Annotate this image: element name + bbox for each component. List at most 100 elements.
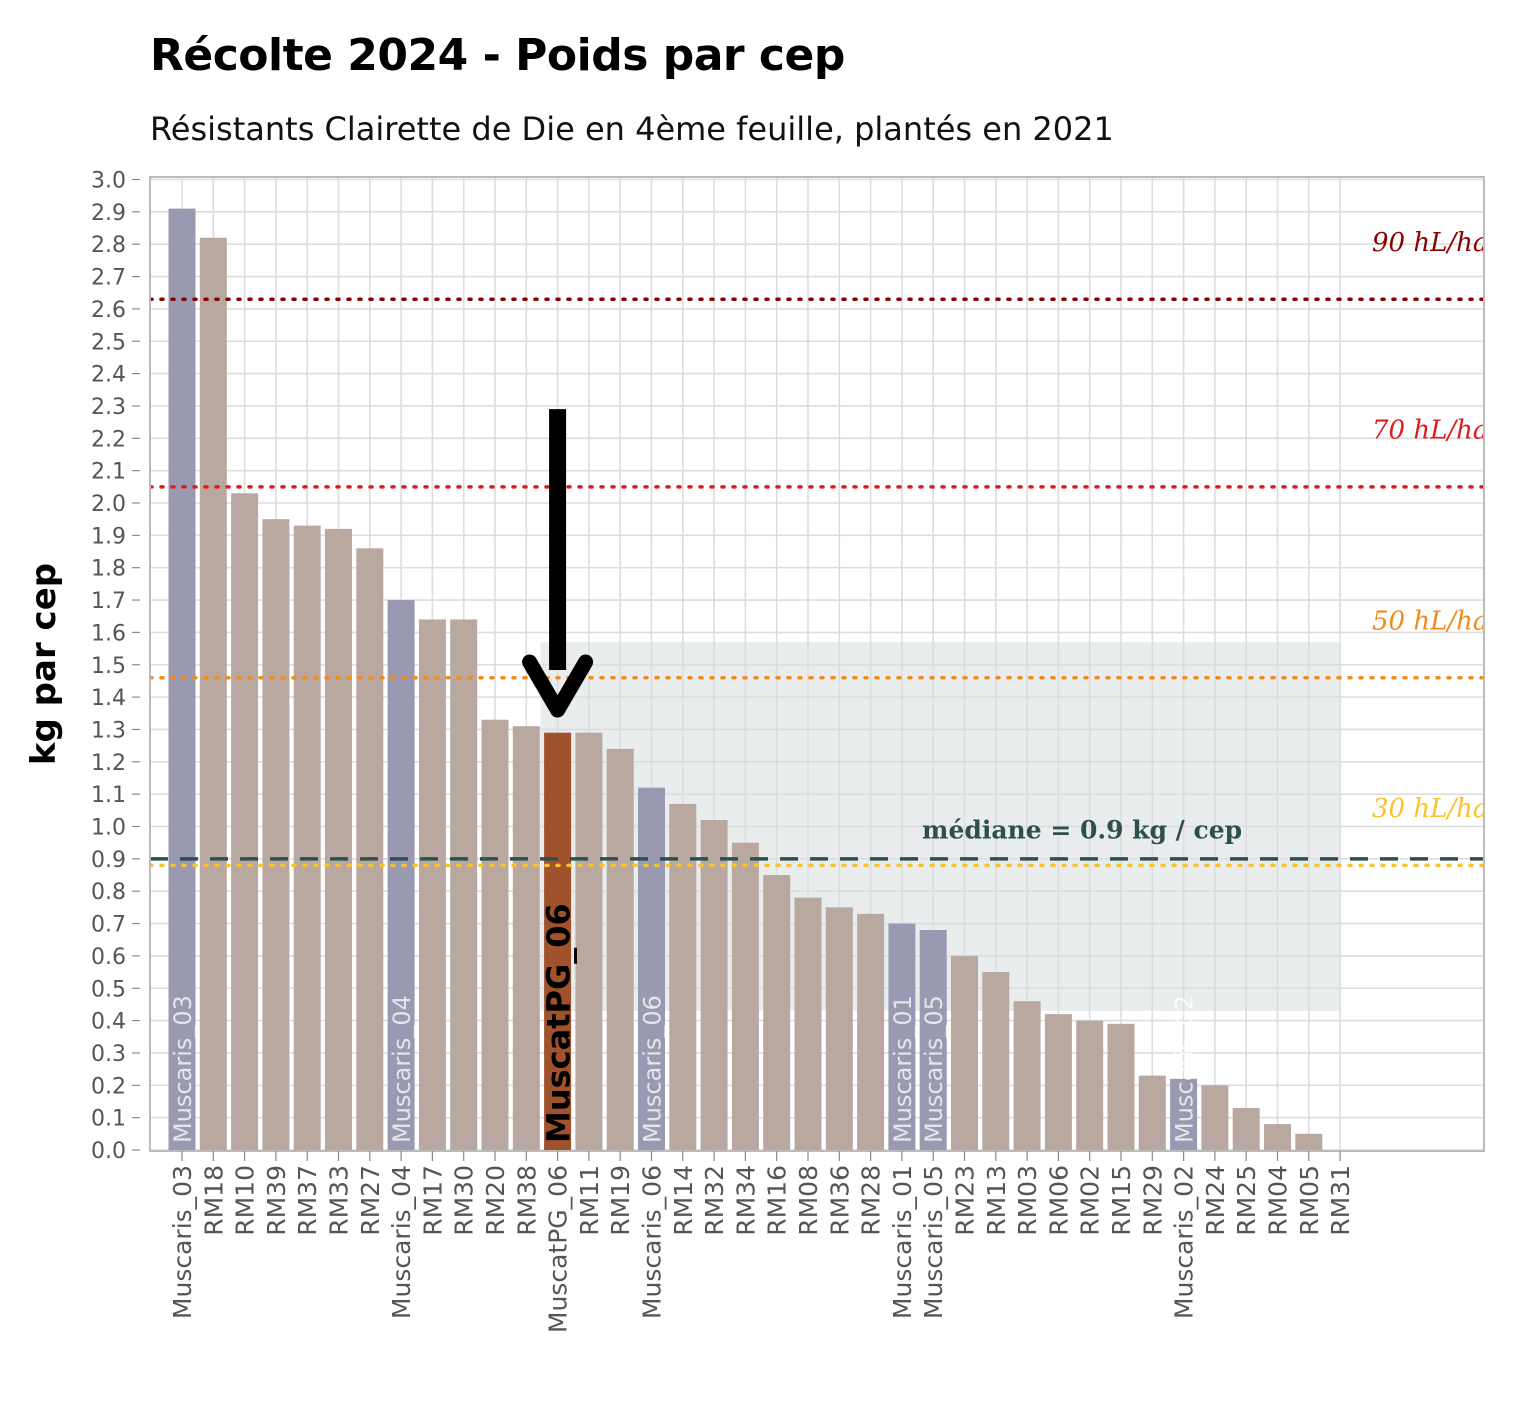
x-tick-label: RM17 bbox=[418, 1165, 447, 1236]
x-tick-label: RM30 bbox=[450, 1165, 479, 1236]
y-tick-label: 2.6 bbox=[91, 298, 126, 323]
x-tick-label: RM10 bbox=[231, 1165, 260, 1236]
x-tick-label: RM05 bbox=[1295, 1165, 1324, 1236]
arrow-layer bbox=[522, 409, 594, 718]
bars-layer bbox=[168, 208, 1323, 1151]
x-tick-label: RM39 bbox=[262, 1165, 291, 1236]
x-tick-label: Muscaris_01 bbox=[888, 1165, 917, 1319]
x-tick-label: RM13 bbox=[982, 1165, 1011, 1236]
bar-rm38 bbox=[512, 726, 540, 1150]
x-tick-label: RM04 bbox=[1264, 1165, 1293, 1236]
bar-rm20 bbox=[481, 719, 509, 1150]
y-tick-label: 0.2 bbox=[91, 1074, 126, 1099]
reference-line-label: 50 hL/ha bbox=[1372, 606, 1488, 636]
y-tick-label: 2.2 bbox=[91, 427, 126, 452]
bar-rm32 bbox=[700, 820, 728, 1150]
x-tick-label: RM06 bbox=[1044, 1165, 1073, 1236]
x-tick-label: RM37 bbox=[293, 1165, 322, 1236]
bar-rm24 bbox=[1201, 1085, 1229, 1150]
y-tick-label: 1.9 bbox=[91, 524, 126, 549]
bar-rm16 bbox=[763, 875, 791, 1150]
bar-rm30 bbox=[450, 619, 478, 1150]
y-tick-label: 1.1 bbox=[91, 783, 126, 808]
y-tick-label: 0.8 bbox=[91, 880, 126, 905]
bar-rm02 bbox=[1076, 1020, 1104, 1150]
y-tick-label: 1.7 bbox=[91, 589, 126, 614]
x-tick-label: RM29 bbox=[1138, 1165, 1167, 1236]
x-tick-label: RM28 bbox=[857, 1165, 886, 1236]
x-tick-label: RM38 bbox=[512, 1165, 541, 1236]
x-tick-label: Muscaris_02 bbox=[1170, 1165, 1199, 1319]
bar-rm33 bbox=[325, 528, 352, 1150]
bar-rm17 bbox=[418, 619, 446, 1150]
y-tick-label: 3.0 bbox=[91, 169, 126, 194]
bar-muscatpg-06 bbox=[544, 732, 572, 1150]
x-tick-label: RM20 bbox=[481, 1165, 510, 1236]
y-tick-label: 2.5 bbox=[91, 330, 126, 355]
y-tick-label: 0.9 bbox=[91, 848, 126, 873]
arrow-head bbox=[522, 654, 594, 718]
x-tick-label: RM27 bbox=[356, 1165, 385, 1236]
y-tick-label: 2.1 bbox=[91, 460, 126, 485]
x-tick-label: RM11 bbox=[575, 1165, 604, 1236]
x-tick-label: RM14 bbox=[669, 1165, 698, 1236]
in-bar-label: Muscaris_06 bbox=[639, 995, 667, 1143]
bar-rm36 bbox=[825, 907, 853, 1150]
x-tick-label: Muscaris_06 bbox=[638, 1165, 667, 1319]
bar-rm05 bbox=[1295, 1133, 1323, 1150]
bar-rm37 bbox=[293, 525, 321, 1150]
bar-rm06 bbox=[1044, 1014, 1072, 1150]
y-tick-label: 0.1 bbox=[91, 1107, 126, 1132]
bar-rm15 bbox=[1107, 1023, 1135, 1150]
bar-rm29 bbox=[1138, 1075, 1166, 1150]
bar-rm23 bbox=[951, 955, 978, 1150]
x-tick-label: RM08 bbox=[794, 1165, 823, 1236]
x-tick-label: RM15 bbox=[1107, 1165, 1136, 1236]
in-bar-label: Muscaris_02 bbox=[1171, 995, 1199, 1143]
x-tick-label: RM25 bbox=[1232, 1165, 1261, 1236]
in-bar-labels-layer: Muscaris_03 Muscaris_04 MuscatPG_06 Muscari… bbox=[169, 903, 1199, 1143]
x-tick-label: MuscatPG_06 bbox=[544, 1165, 573, 1333]
bar-rm10 bbox=[231, 493, 259, 1150]
y-tick-label: 1.2 bbox=[91, 751, 126, 776]
y-tick-label: 0.7 bbox=[91, 913, 126, 938]
y-tick-label: 2.4 bbox=[91, 363, 126, 388]
panel-border bbox=[149, 176, 1485, 1152]
bar-rm13 bbox=[982, 972, 1010, 1150]
x-tick-label: RM18 bbox=[199, 1165, 228, 1236]
y-tick-label: 1.4 bbox=[91, 686, 126, 711]
y-tick-label: 0.5 bbox=[91, 977, 126, 1002]
bar-rm27 bbox=[356, 548, 384, 1150]
bar-rm14 bbox=[669, 803, 697, 1150]
in-bar-label: MuscatPG_06 bbox=[540, 903, 578, 1143]
y-tick-label: 2.7 bbox=[91, 266, 126, 291]
y-tick-label: 2.3 bbox=[91, 395, 126, 420]
bar-rm28 bbox=[857, 913, 885, 1150]
x-tick-label: RM31 bbox=[1326, 1165, 1355, 1236]
x-tick-label: RM23 bbox=[951, 1165, 980, 1236]
median-label: médiane = 0.9 kg / cep bbox=[922, 816, 1242, 845]
x-tick-label: RM34 bbox=[731, 1165, 760, 1236]
y-axis-label: kg par cep bbox=[24, 563, 64, 765]
x-tick-label: Muscaris_04 bbox=[387, 1165, 416, 1319]
y-tick-label: 1.8 bbox=[91, 557, 126, 582]
y-tick-label: 0.3 bbox=[91, 1042, 126, 1067]
y-tick-label: 2.8 bbox=[91, 233, 126, 258]
bar-rm19 bbox=[606, 748, 634, 1150]
bar-rm39 bbox=[262, 519, 290, 1150]
y-tick-label: 2.0 bbox=[91, 492, 126, 517]
x-tick-label: RM19 bbox=[606, 1165, 635, 1236]
y-tick-label: 0.4 bbox=[91, 1010, 126, 1035]
x-tick-label: RM02 bbox=[1076, 1165, 1105, 1236]
in-bar-label: Muscaris_04 bbox=[388, 995, 416, 1143]
x-tick-label: RM16 bbox=[763, 1165, 792, 1236]
bar-rm11 bbox=[575, 732, 603, 1150]
in-bar-label: Muscaris_05 bbox=[920, 995, 948, 1143]
bar-muscaris-02 bbox=[1170, 1078, 1198, 1150]
x-tick-label: RM24 bbox=[1201, 1165, 1230, 1236]
bar-muscaris-06 bbox=[638, 787, 665, 1150]
y-tick-label: 1.5 bbox=[91, 654, 126, 679]
bar-rm18 bbox=[199, 237, 227, 1151]
in-bar-label: Muscaris_03 bbox=[169, 995, 197, 1143]
x-tick-label: RM32 bbox=[700, 1165, 729, 1236]
